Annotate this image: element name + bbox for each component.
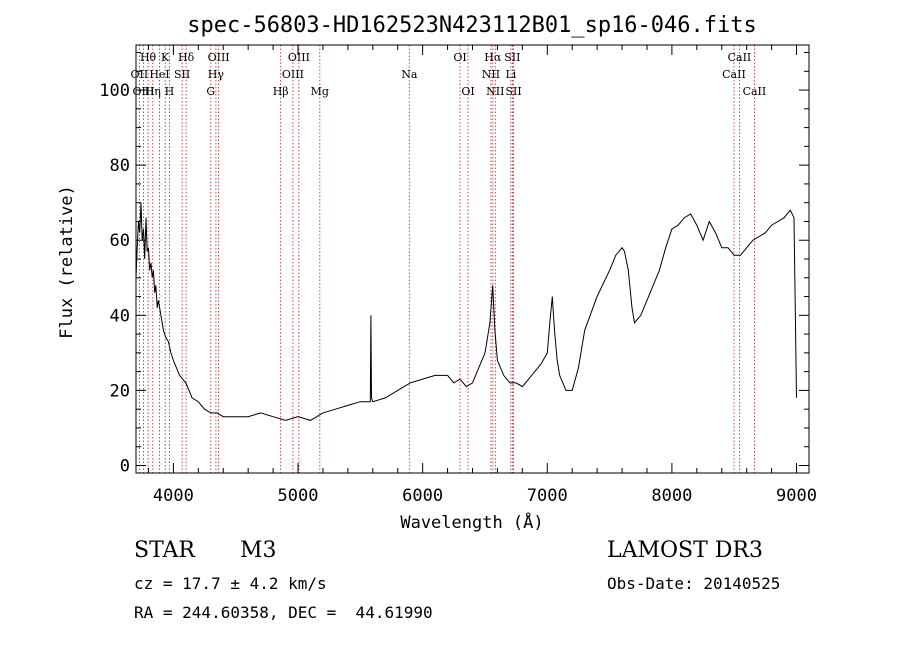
spectral-line-label: OI (453, 51, 466, 64)
y-tick-label: 20 (110, 381, 130, 401)
spectral-line-label: SII (504, 51, 520, 64)
spectral-line-label: Hδ (178, 51, 195, 64)
spectral-line-label: SII (174, 68, 190, 81)
spectral-line-label: OIII (132, 85, 154, 98)
marker-lines-layer (138, 45, 755, 473)
y-axis: 0 20 40 60 80 100 (99, 52, 809, 476)
x-axis-label: Wavelength (Å) (400, 511, 543, 533)
y-tick-label: 60 (110, 231, 130, 251)
spectral-line-label: CaII (743, 85, 767, 98)
spectral-line-label: G (206, 85, 215, 98)
spectral-line-label: Na (401, 68, 418, 81)
x-tick-label: 5000 (278, 486, 319, 506)
x-axis: 4000 5000 6000 7000 8000 9000 (147, 45, 817, 506)
survey-name: LAMOST DR3 (607, 538, 763, 563)
spectral-line-label: H (165, 85, 175, 98)
y-tick-label: 100 (99, 81, 130, 101)
spectral-line-label: Hβ (273, 85, 289, 98)
spectral-line-label: NII (486, 85, 504, 98)
spectral-line-label: CaII (722, 68, 746, 81)
spectral-line-label: Hη (145, 85, 161, 98)
spectral-line-label: Hθ (140, 51, 157, 64)
plot-frame (135, 44, 810, 474)
spectral-line-label: SII (506, 85, 522, 98)
spectral-line-label: NII (482, 68, 500, 81)
spectral-line-label: OIII (282, 68, 304, 81)
obs-date-text: Obs-Date: 20140525 (607, 574, 781, 593)
spectral-line-label: OI (461, 85, 474, 98)
y-tick-label: 80 (110, 156, 130, 176)
spectral-line-label: OIII (208, 51, 230, 64)
y-tick-label: 0 (120, 456, 130, 476)
y-axis-label: Flux (relative) (57, 185, 77, 339)
chart-title: spec-56803-HD162523N423112B01_sp16-046.f… (187, 13, 757, 38)
y-tick-label: 40 (110, 306, 130, 326)
x-tick-label: 9000 (776, 486, 817, 506)
spectral-line-label: Li (505, 68, 516, 81)
spectral-line-label: CaII (728, 51, 752, 64)
redshift-text: cz = 17.7 ± 4.2 km/s (134, 574, 327, 593)
spectral-subclass: M3 (240, 538, 277, 563)
spectral-line-label: K (161, 51, 170, 64)
spectrum-line (135, 202, 797, 421)
coordinates-text: RA = 244.60358, DEC = 44.61990 (134, 603, 433, 622)
x-tick-label: 4000 (153, 486, 194, 506)
spectral-line-label: HeI (149, 68, 169, 81)
spectral-line-label: OIII (288, 51, 310, 64)
spectral-line-label: Hγ (208, 68, 225, 81)
object-class: STAR (134, 538, 195, 563)
x-tick-label: 6000 (402, 486, 443, 506)
x-tick-label: 7000 (527, 486, 568, 506)
spectral-line-label: Hα (484, 51, 502, 64)
spectral-line-label: Mg (311, 85, 329, 98)
x-tick-label: 8000 (651, 486, 692, 506)
spectral-line-label: OII (131, 68, 149, 81)
